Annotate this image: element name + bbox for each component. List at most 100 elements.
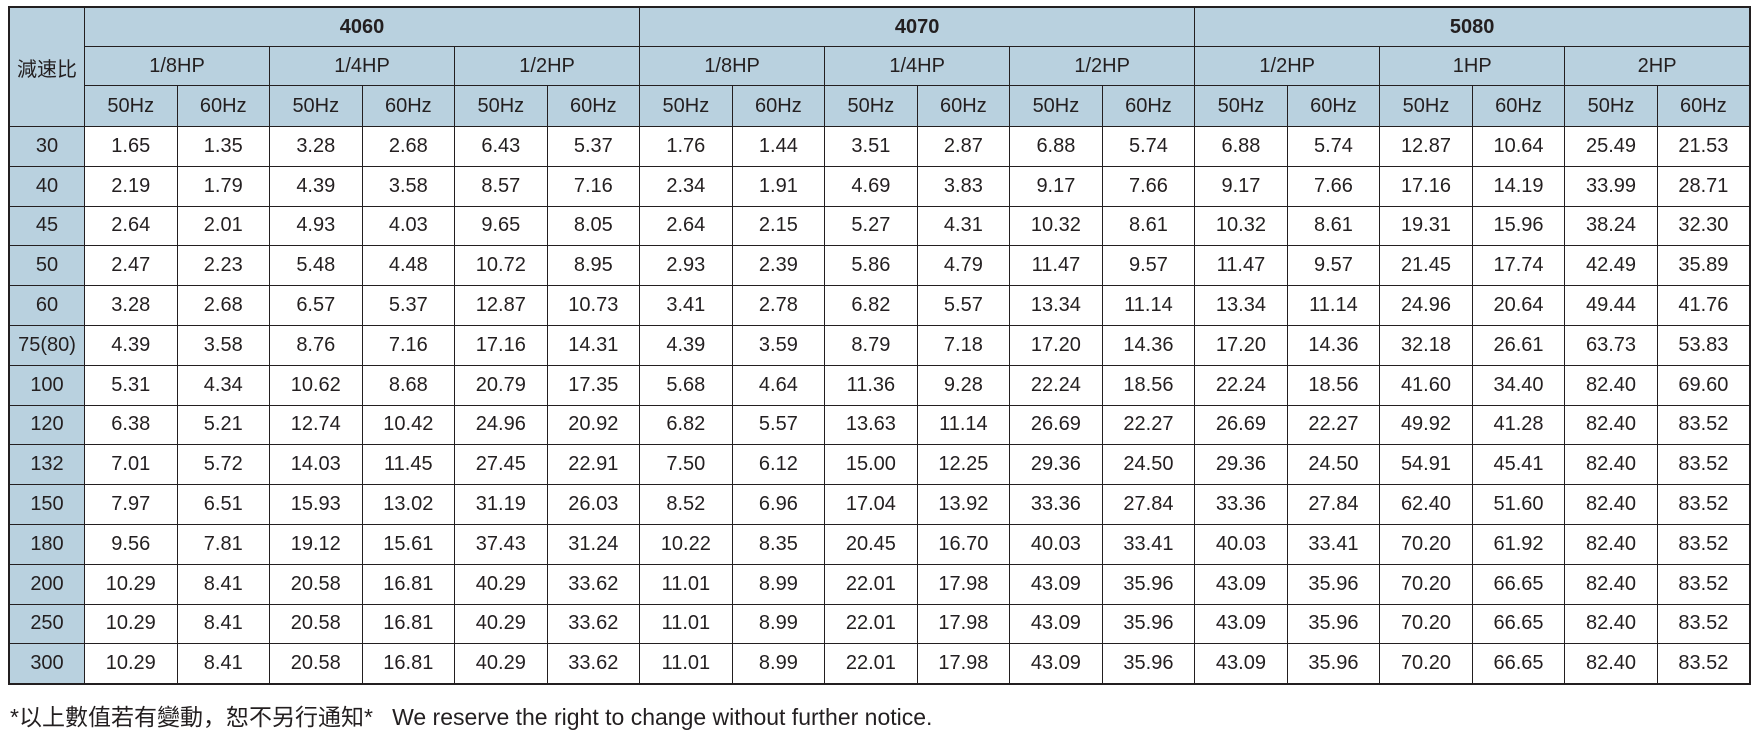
frequency-header: 60Hz xyxy=(546,85,641,127)
value-cell: 45.41 xyxy=(1471,444,1566,486)
value-cell: 17.16 xyxy=(1379,165,1473,207)
value-cell: 5.27 xyxy=(824,205,918,247)
value-cell: 20.58 xyxy=(269,643,363,685)
value-cell: 6.88 xyxy=(1009,126,1103,167)
value-cell: 40.03 xyxy=(1194,523,1288,565)
value-cell: 8.99 xyxy=(731,603,826,645)
value-cell: 32.30 xyxy=(1656,205,1751,247)
value-cell: 22.01 xyxy=(824,603,918,645)
frequency-header: 60Hz xyxy=(1471,85,1566,127)
value-cell: 3.41 xyxy=(639,285,733,326)
value-cell: 8.05 xyxy=(546,205,641,247)
value-cell: 20.79 xyxy=(454,364,548,406)
value-cell: 69.60 xyxy=(1656,364,1751,406)
value-cell: 5.31 xyxy=(84,364,178,406)
value-cell: 17.04 xyxy=(824,484,918,525)
value-cell: 20.92 xyxy=(546,404,641,446)
ratio-cell: 150 xyxy=(8,484,85,525)
frequency-header: 60Hz xyxy=(916,85,1011,127)
value-cell: 40.29 xyxy=(454,563,548,605)
value-cell: 15.61 xyxy=(361,523,456,565)
value-cell: 2.39 xyxy=(731,245,826,287)
value-cell: 40.03 xyxy=(1009,523,1103,565)
value-cell: 82.40 xyxy=(1564,484,1658,525)
value-cell: 83.52 xyxy=(1656,484,1751,525)
value-cell: 82.40 xyxy=(1564,444,1658,486)
value-cell: 2.47 xyxy=(84,245,178,287)
ratio-cell: 200 xyxy=(8,563,85,605)
value-cell: 10.29 xyxy=(84,643,178,685)
value-cell: 5.37 xyxy=(546,126,641,167)
ratio-cell: 30 xyxy=(8,126,85,167)
value-cell: 8.79 xyxy=(824,324,918,366)
value-cell: 3.28 xyxy=(84,285,178,326)
value-cell: 25.49 xyxy=(1564,126,1658,167)
value-cell: 5.72 xyxy=(176,444,271,486)
value-cell: 5.57 xyxy=(916,285,1011,326)
ratio-cell: 120 xyxy=(8,404,85,446)
value-cell: 2.68 xyxy=(176,285,271,326)
value-cell: 4.03 xyxy=(361,205,456,247)
hp-header: 1/8HP xyxy=(83,46,271,86)
value-cell: 6.38 xyxy=(84,404,178,446)
value-cell: 20.58 xyxy=(269,563,363,605)
value-cell: 18.56 xyxy=(1101,364,1196,406)
value-cell: 11.01 xyxy=(639,643,733,685)
value-cell: 49.92 xyxy=(1379,404,1473,446)
frequency-header: 50Hz xyxy=(1564,85,1658,127)
value-cell: 1.35 xyxy=(176,126,271,167)
table-row: 45 2.64 2.01 4.93 4.03 9.65 8.05 2.64 2.15 5.27 4.… xyxy=(8,205,1751,247)
value-cell: 28.71 xyxy=(1656,165,1751,207)
value-cell: 6.12 xyxy=(731,444,826,486)
ratio-cell: 300 xyxy=(8,643,85,685)
value-cell: 8.61 xyxy=(1286,205,1381,247)
value-cell: 35.96 xyxy=(1286,603,1381,645)
value-cell: 43.09 xyxy=(1009,603,1103,645)
value-cell: 6.43 xyxy=(454,126,548,167)
ratio-cell: 50 xyxy=(8,245,85,287)
value-cell: 33.41 xyxy=(1286,523,1381,565)
value-cell: 22.27 xyxy=(1101,404,1196,446)
value-cell: 5.86 xyxy=(824,245,918,287)
table-row: 40 2.19 1.79 4.39 3.58 8.57 7.16 2.34 1.91 4.69 3.… xyxy=(8,165,1751,207)
value-cell: 3.83 xyxy=(916,165,1011,207)
table-row: 200 10.29 8.41 20.58 16.81 40.29 33.62 11.01 8.9… xyxy=(8,563,1751,605)
value-cell: 61.92 xyxy=(1471,523,1566,565)
value-cell: 16.81 xyxy=(361,603,456,645)
value-cell: 34.40 xyxy=(1471,364,1566,406)
value-cell: 7.16 xyxy=(546,165,641,207)
value-cell: 4.39 xyxy=(269,165,363,207)
value-cell: 8.52 xyxy=(639,484,733,525)
value-cell: 42.49 xyxy=(1564,245,1658,287)
value-cell: 24.50 xyxy=(1101,444,1196,486)
value-cell: 38.24 xyxy=(1564,205,1658,247)
value-cell: 11.01 xyxy=(639,603,733,645)
frequency-header: 50Hz xyxy=(639,85,733,127)
frequency-header: 50Hz xyxy=(454,85,548,127)
hp-header: 1/4HP xyxy=(824,46,1011,86)
value-cell: 11.01 xyxy=(639,563,733,605)
value-cell: 17.98 xyxy=(916,563,1011,605)
value-cell: 21.53 xyxy=(1656,126,1751,167)
ratio-header: 減速比 xyxy=(8,6,85,127)
value-cell: 62.40 xyxy=(1379,484,1473,525)
value-cell: 43.09 xyxy=(1194,603,1288,645)
value-cell: 8.41 xyxy=(176,643,271,685)
value-cell: 27.84 xyxy=(1101,484,1196,525)
value-cell: 83.52 xyxy=(1656,643,1751,685)
value-cell: 27.84 xyxy=(1286,484,1381,525)
value-cell: 29.36 xyxy=(1009,444,1103,486)
table-row: 50 2.47 2.23 5.48 4.48 10.72 8.95 2.93 2.39 5.86 4… xyxy=(8,245,1751,287)
value-cell: 26.69 xyxy=(1194,404,1288,446)
hp-header: 1/2HP xyxy=(1009,46,1196,86)
value-cell: 63.73 xyxy=(1564,324,1658,366)
value-cell: 82.40 xyxy=(1564,404,1658,446)
table-row: 180 9.56 7.81 19.12 15.61 37.43 31.24 10.22 8.35… xyxy=(8,523,1751,565)
value-cell: 12.87 xyxy=(454,285,548,326)
value-cell: 2.87 xyxy=(916,126,1011,167)
value-cell: 2.15 xyxy=(731,205,826,247)
value-cell: 70.20 xyxy=(1379,643,1473,685)
frequency-header: 60Hz xyxy=(1101,85,1196,127)
value-cell: 1.79 xyxy=(176,165,271,207)
value-cell: 2.64 xyxy=(639,205,733,247)
